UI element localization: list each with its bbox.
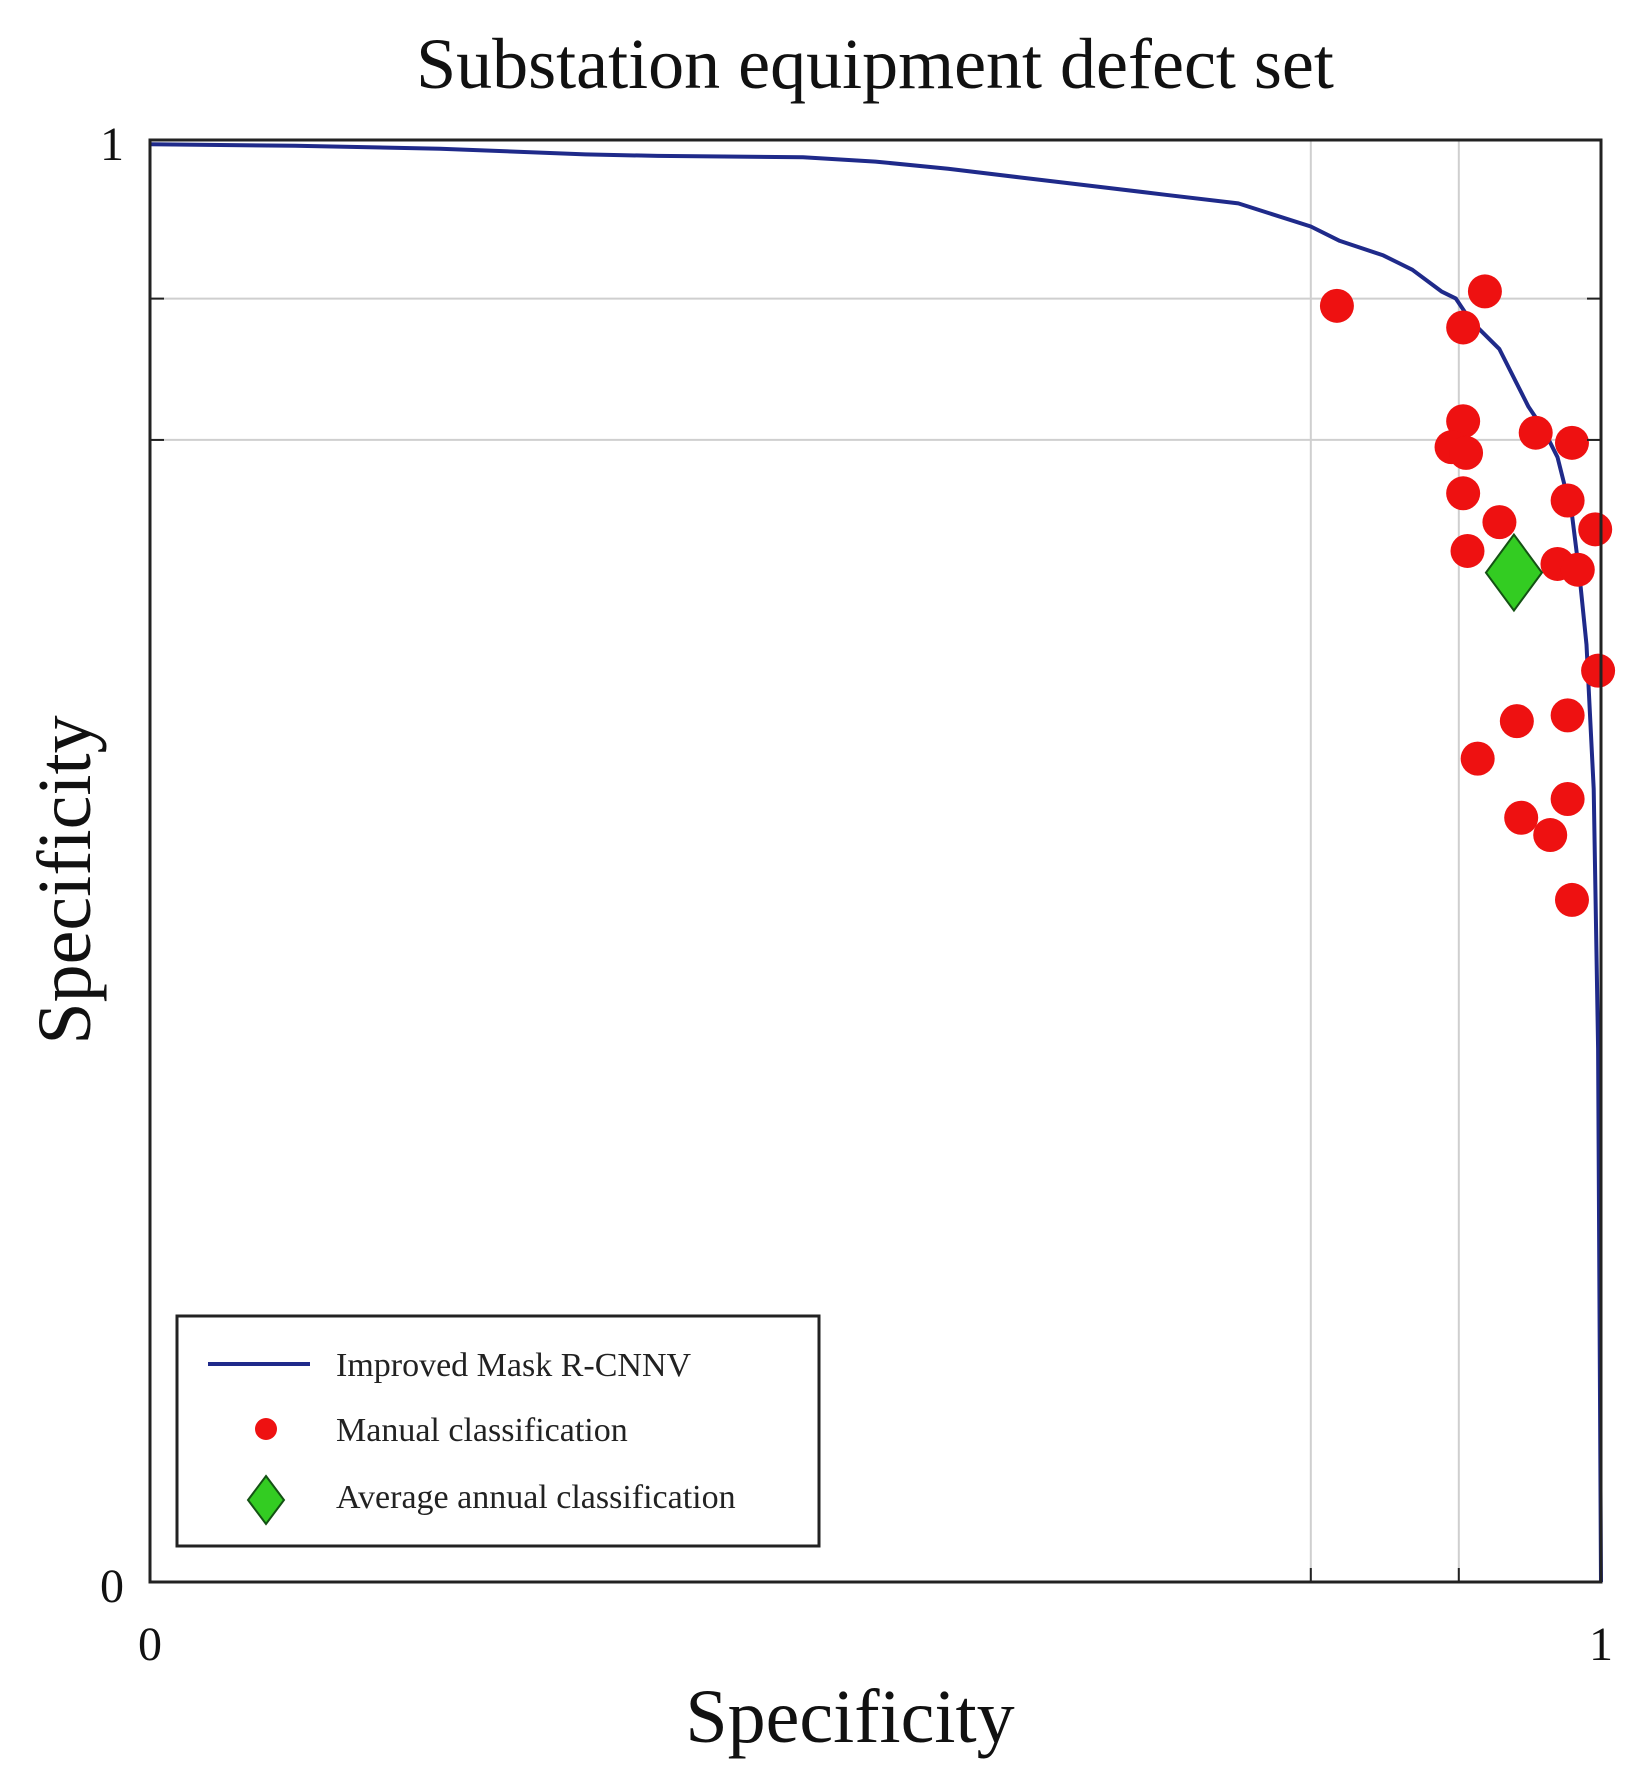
x-tick-label-1: 1	[1589, 1618, 1613, 1671]
manual-classification-point	[1554, 882, 1589, 917]
series-line-improved-mask-rcnnv	[149, 142, 1603, 1583]
manual-classification-point	[1550, 698, 1585, 733]
manual-classification-point	[1450, 533, 1485, 568]
average-classification-marker-group	[1484, 532, 1544, 613]
manual-classification-point	[1550, 483, 1585, 518]
manual-classification-point	[1578, 512, 1613, 547]
manual-classification-point	[1446, 476, 1481, 511]
plot-frame	[148, 138, 1603, 1584]
chart-title: Substation equipment defect set	[416, 24, 1334, 104]
legend-label-manual-classification: Manual classification	[336, 1412, 628, 1449]
manual-classification-point	[1446, 310, 1481, 345]
legend-label-improved-mask-rcnnv: Improved Mask R-CNNV	[336, 1347, 692, 1384]
manual-classification-point	[1499, 704, 1534, 739]
manual-classification-point	[1533, 818, 1568, 853]
x-tick-label-0: 0	[138, 1618, 162, 1671]
manual-classification-point	[1319, 288, 1354, 323]
gridlines	[150, 140, 1601, 1582]
manual-classification-point	[1560, 552, 1595, 587]
legend-diamond-swatch	[246, 1474, 286, 1526]
y-tick-label-0: 0	[100, 1560, 124, 1613]
manual-classification-point	[1581, 653, 1616, 688]
manual-classification-point	[1460, 741, 1495, 776]
axis-ticks	[150, 297, 1601, 1582]
manual-classification-point	[1482, 505, 1517, 540]
legend-dot-swatch	[255, 1418, 277, 1440]
manual-classification-point	[1554, 425, 1589, 460]
y-tick-label-1: 1	[100, 118, 124, 171]
manual-classification-point	[1504, 800, 1539, 835]
manual-classification-point	[1446, 404, 1481, 439]
legend-box	[175, 1314, 821, 1548]
average-classification-marker	[1484, 532, 1544, 613]
manual-classification-point	[1449, 435, 1484, 470]
y-axis-label: Specificity	[23, 715, 107, 1044]
manual-classification-point	[1518, 415, 1553, 450]
manual-classification-point	[1550, 781, 1585, 816]
legend-label-average-annual-classification: Average annual classification	[336, 1479, 736, 1516]
manual-classification-point	[1467, 274, 1502, 309]
manual-classification-points	[1319, 274, 1616, 917]
legend: Improved Mask R-CNNV Manual classificati…	[175, 1314, 821, 1548]
x-axis-label: Specificity	[685, 1675, 1014, 1759]
